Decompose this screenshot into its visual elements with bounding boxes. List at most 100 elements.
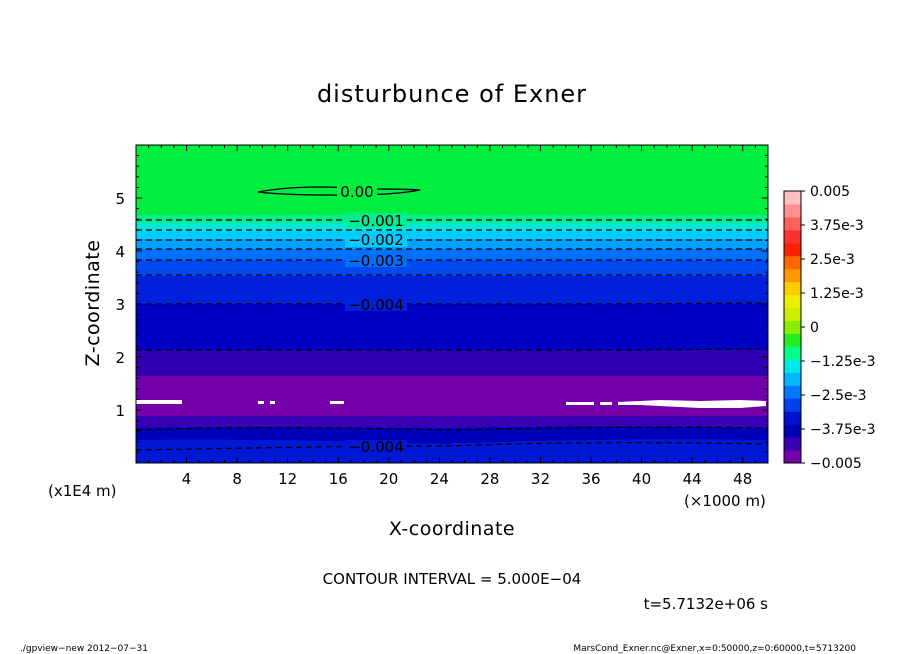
x-axis-ticks: 4 8 12 16 20 24 28 32 36 40 44 48: [148, 145, 756, 488]
y-axis-unit-label: (x1E4 m): [48, 482, 117, 500]
colorbar-label: 1.25e-3: [810, 286, 864, 302]
colorbar-label: −1.25e-3: [810, 354, 875, 370]
contour-interval-text: CONTOUR INTERVAL = 5.000E−04: [323, 570, 582, 588]
colorbar-labels: 0.005 3.75e-3 2.5e-3 1.25e-3 0 −1.25e-3 −2.5e-…: [801, 184, 875, 472]
band-aqua: [136, 223, 768, 231]
y-tick-label: 4: [115, 243, 125, 261]
colorbar-label: 3.75e-3: [810, 218, 864, 234]
y-tick-label: 3: [115, 296, 125, 314]
x-tick-label: 48: [733, 470, 752, 488]
contour-line-0.0045-upper: [135, 348, 769, 351]
colorbar-swatch: [784, 229, 801, 244]
band-cyan: [136, 231, 768, 239]
y-tick-label: 2: [115, 349, 125, 367]
colorbar-swatch: [784, 216, 801, 231]
plot-area: 0.00 −0.001 −0.002 −0.003 −0.004 −0.004: [135, 144, 769, 464]
band-blue: [136, 260, 768, 276]
contour-label: −0.003: [348, 252, 404, 270]
missing-patch: [618, 400, 766, 408]
x-tick-label: 12: [278, 470, 297, 488]
y-tick-label: 5: [115, 190, 125, 208]
x-axis-label: X-coordinate: [389, 518, 515, 540]
contour-line-0.004-upper: [135, 302, 769, 305]
band-top-green: [136, 145, 768, 215]
contour-label: 0.00: [340, 183, 373, 201]
colorbar-swatch: [784, 307, 801, 322]
x-tick-label: 32: [531, 470, 550, 488]
colorbar-swatch: [784, 424, 801, 438]
missing-patch: [270, 401, 275, 404]
band-indigo: [136, 350, 768, 376]
x-tick-label: 20: [379, 470, 398, 488]
missing-patch: [330, 401, 344, 404]
contour-label-bg: [345, 253, 407, 267]
x-tick-label: 44: [683, 470, 702, 488]
colorbar-swatch: [784, 385, 801, 399]
footer-left-text: ./gpview−new 2012−07−31: [20, 644, 148, 654]
band-light-green: [136, 215, 768, 223]
band-blue-dark: [136, 304, 768, 350]
y-axis-ticks: 1 2 3 4 5: [115, 155, 768, 453]
colorbar-swatch: [784, 294, 801, 309]
missing-patch: [136, 400, 182, 404]
x-tick-label: 36: [581, 470, 600, 488]
footer-right-text: MarsCond_Exner.nc@Exner,x=0:50000,z=0:60…: [573, 644, 856, 654]
colorbar-swatch: [784, 398, 801, 412]
colorbar-swatch: [784, 437, 801, 451]
contour-label: −0.002: [348, 231, 404, 249]
time-text: t=5.7132e+06 s: [644, 595, 769, 613]
x-tick-label: 28: [480, 470, 499, 488]
colorbar: [783, 190, 802, 464]
colorbar-swatch: [784, 281, 801, 296]
contour-label-bg: [345, 440, 407, 454]
x-tick-label: 8: [232, 470, 242, 488]
colorbar-swatch: [784, 372, 801, 386]
missing-patch: [258, 401, 264, 404]
colorbar-label: −3.75e-3: [810, 422, 875, 438]
colorbar-swatch: [784, 346, 801, 360]
colorbar-swatch: [784, 255, 801, 270]
colorbar-swatch: [784, 320, 801, 334]
x-tick-label: 24: [430, 470, 449, 488]
band-violet: [136, 376, 768, 416]
x-axis-unit-label: (×1000 m): [684, 492, 766, 510]
colorbar-swatch: [784, 203, 801, 218]
colorbar-label: −2.5e-3: [810, 388, 867, 404]
contour-line-zero: [257, 186, 421, 196]
contour-line-0.0045-lower: [135, 426, 769, 431]
colorbar-label: 0.005: [810, 184, 850, 200]
band-blue-mid: [136, 276, 768, 304]
missing-patch: [600, 402, 612, 405]
colorbar-label: 2.5e-3: [810, 252, 855, 268]
chart-title: disturbunce of Exner: [317, 80, 587, 108]
contour-label-bg: [337, 184, 377, 200]
band-sky: [136, 239, 768, 249]
colorbar-swatch: [784, 359, 801, 373]
band-blue-light: [136, 249, 768, 260]
contour-label: −0.004: [348, 438, 404, 456]
x-tick-label: 16: [329, 470, 348, 488]
x-tick-label: 4: [182, 470, 192, 488]
contour-line-0.004-lower: [135, 442, 769, 451]
contour-label: −0.001: [348, 212, 404, 230]
band-blue-low: [136, 439, 768, 463]
colorbar-label: −0.005: [810, 456, 862, 472]
colorbar-label: 0: [810, 320, 819, 336]
colorbar-swatch: [784, 333, 801, 347]
y-axis-label: Z-coordinate: [82, 240, 104, 367]
contour-label-bg: [345, 297, 407, 311]
colorbar-swatch: [784, 191, 801, 205]
colorbar-swatch: [784, 411, 801, 425]
x-tick-label: 40: [632, 470, 651, 488]
y-tick-label: 1: [115, 402, 125, 420]
colorbar-swatch: [784, 268, 801, 283]
contour-label: −0.004: [348, 296, 404, 314]
missing-patch: [566, 402, 594, 405]
colorbar-swatch: [784, 450, 801, 464]
band-indigo-low: [136, 416, 768, 430]
band-dark-low: [136, 426, 768, 444]
colorbar-swatch: [784, 242, 801, 257]
contour-label-bg: [345, 233, 407, 247]
contour-label-bg: [345, 213, 407, 227]
